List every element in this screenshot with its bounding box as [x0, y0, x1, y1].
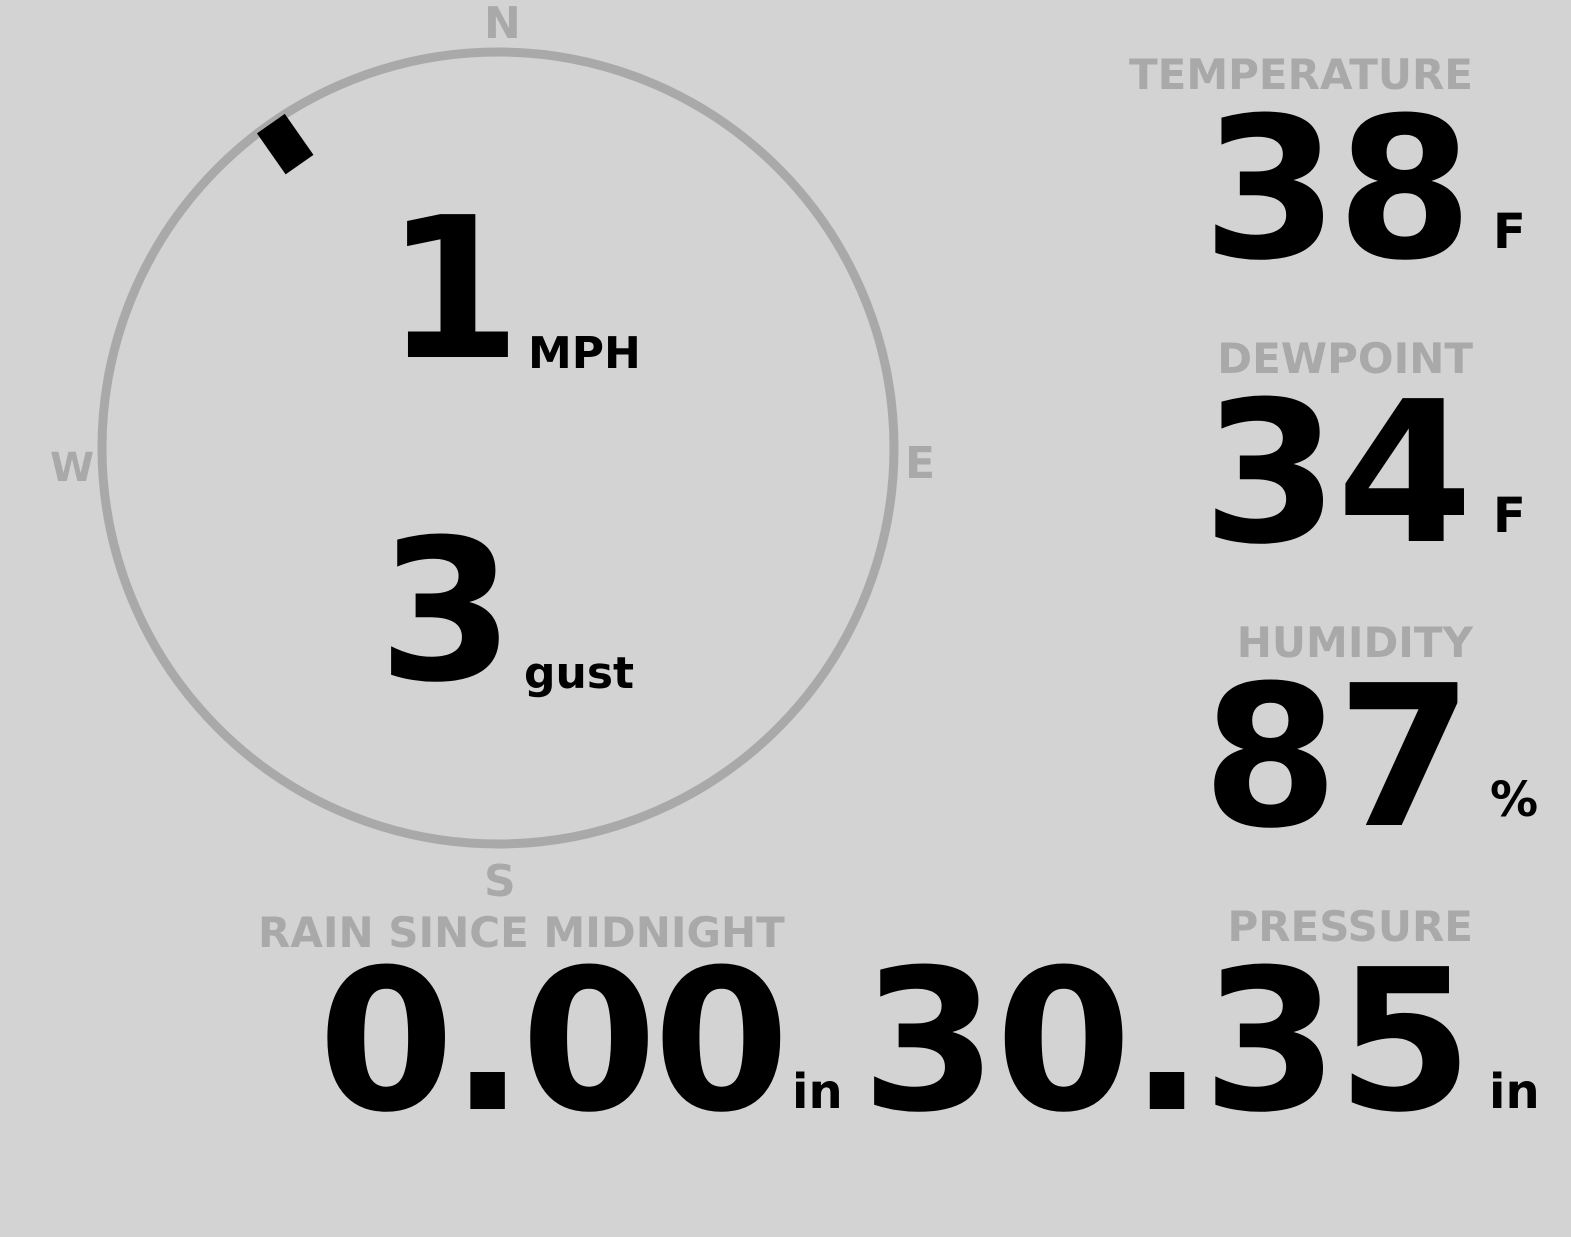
wind-direction-indicator	[256, 113, 314, 175]
wind-gust-label: gust	[524, 648, 635, 699]
temperature-unit: F	[1493, 204, 1526, 260]
rain-unit: in	[792, 1064, 843, 1120]
compass-ring	[97, 47, 899, 849]
wind-speed-value: 1	[385, 176, 521, 404]
humidity-unit: %	[1490, 772, 1539, 828]
wind-gust-value: 3	[378, 498, 514, 726]
temperature-value: 38	[1202, 76, 1473, 304]
humidity-value: 87	[1202, 644, 1473, 872]
wind-speed-unit: MPH	[528, 328, 641, 379]
dewpoint-value: 34	[1202, 360, 1473, 588]
compass-east: E	[905, 438, 936, 489]
rain-label: RAIN SINCE MIDNIGHT	[258, 908, 785, 957]
pressure-unit: in	[1489, 1064, 1540, 1120]
dewpoint-label: DEWPOINT	[1217, 334, 1473, 383]
compass-west: W	[50, 445, 95, 491]
pressure-label: PRESSURE	[1227, 902, 1473, 951]
compass-south: S	[484, 856, 516, 907]
rain-value: 0.00	[318, 928, 790, 1156]
compass-north: N	[484, 0, 521, 49]
dewpoint-unit: F	[1493, 488, 1526, 544]
temperature-label: TEMPERATURE	[1129, 50, 1473, 99]
pressure-value: 30.35	[861, 928, 1473, 1156]
humidity-label: HUMIDITY	[1236, 618, 1473, 667]
